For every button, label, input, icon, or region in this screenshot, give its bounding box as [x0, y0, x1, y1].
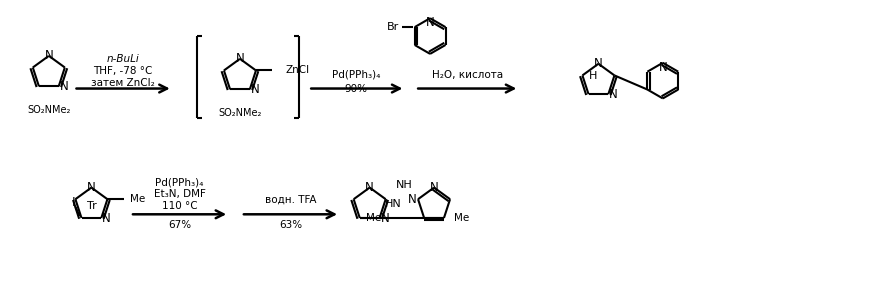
Text: 63%: 63%	[279, 220, 302, 230]
Text: водн. TFA: водн. TFA	[264, 194, 316, 204]
Text: затем ZnCl₂: затем ZnCl₂	[91, 78, 155, 88]
Text: N: N	[251, 83, 260, 96]
Text: Me: Me	[130, 194, 146, 204]
Text: 90%: 90%	[344, 84, 367, 94]
Text: Tr: Tr	[87, 201, 96, 211]
Text: ZnCl: ZnCl	[285, 65, 310, 76]
Text: n-BuLi: n-BuLi	[107, 54, 139, 64]
Text: SO₂NMe₂: SO₂NMe₂	[27, 105, 70, 115]
Text: Pd(PPh₃)₄: Pd(PPh₃)₄	[332, 70, 380, 80]
Text: Me: Me	[366, 213, 381, 223]
Text: 67%: 67%	[168, 220, 191, 230]
Text: Br: Br	[386, 22, 398, 32]
Text: N: N	[103, 212, 111, 225]
Text: Pd(PPh₃)₄: Pd(PPh₃)₄	[155, 178, 203, 188]
Text: NH: NH	[396, 180, 412, 190]
Text: N: N	[594, 57, 602, 70]
Text: N: N	[609, 88, 617, 101]
Text: I: I	[72, 196, 75, 209]
Text: H₂O, кислота: H₂O, кислота	[431, 70, 503, 80]
Text: N: N	[365, 181, 374, 194]
Text: Me: Me	[453, 213, 469, 223]
Text: N: N	[60, 80, 68, 93]
Text: SO₂NMe₂: SO₂NMe₂	[218, 108, 261, 118]
Text: N: N	[425, 16, 434, 29]
Text: N: N	[380, 212, 389, 225]
Text: THF, -78 °C: THF, -78 °C	[93, 66, 153, 76]
Text: N: N	[429, 181, 438, 194]
Text: HN: HN	[384, 199, 401, 209]
Text: N: N	[235, 52, 244, 65]
Text: 110 °C: 110 °C	[161, 201, 197, 211]
Text: N: N	[408, 193, 417, 206]
Text: N: N	[658, 61, 667, 74]
Text: N: N	[45, 49, 53, 62]
Text: H: H	[588, 71, 597, 81]
Text: N: N	[87, 181, 96, 194]
Text: Et₃N, DMF: Et₃N, DMF	[153, 190, 205, 200]
